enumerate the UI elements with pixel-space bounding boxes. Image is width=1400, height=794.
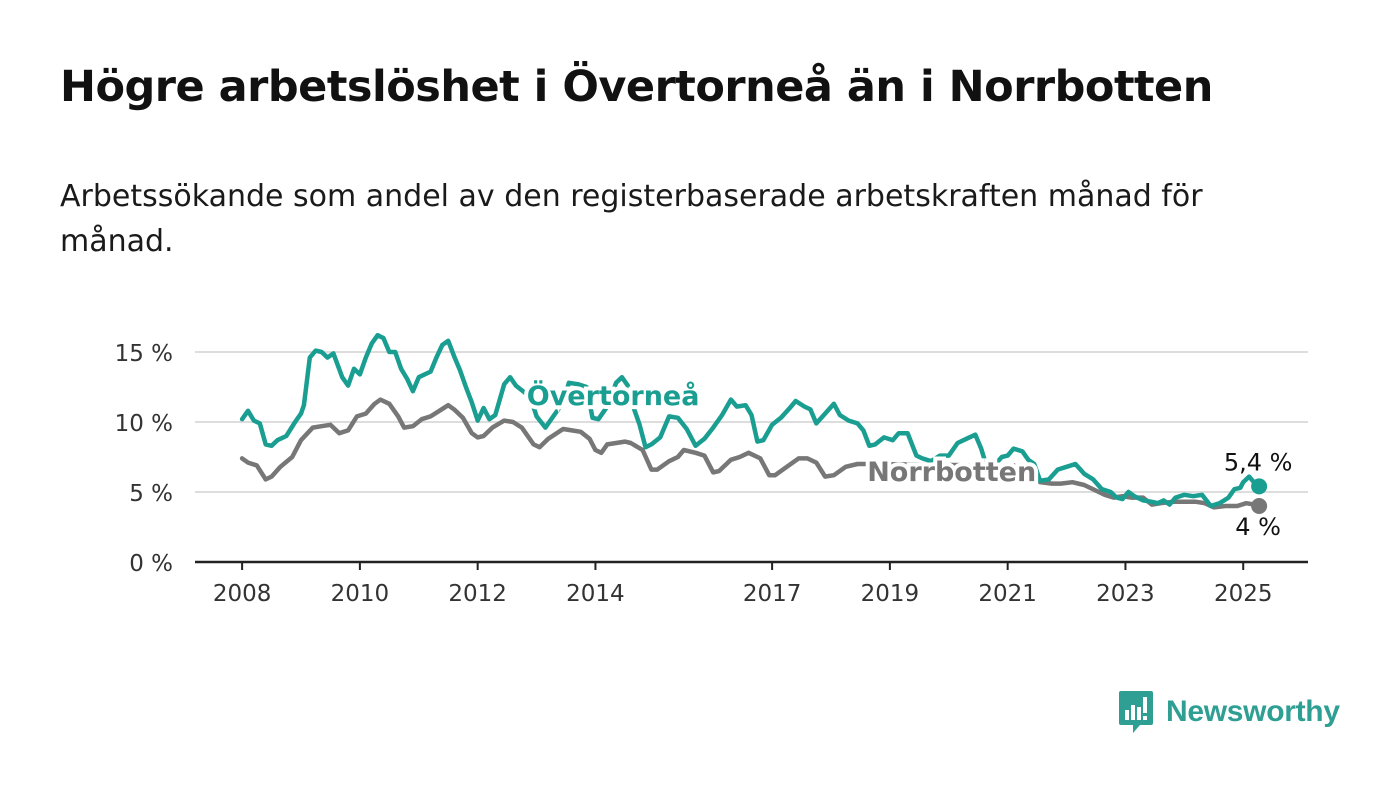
y-tick-label: 15 % [115,341,173,367]
y-tick-label: 10 % [115,411,173,437]
series-end-point [1251,478,1268,495]
series-line-norrbotten [239,397,1262,510]
x-tick-label: 2017 [743,581,802,607]
series-label-overtornea: Övertorneå [527,379,700,412]
y-tick-label: 0 % [129,551,173,577]
x-tick-label: 2014 [566,581,625,607]
x-tick-label: 2012 [448,581,507,607]
brand-name: Newsworthy [1166,695,1340,728]
series-end-label: 5,4 % [1224,448,1293,476]
series-label-norrbotten: Norrbotten [867,457,1036,488]
chart-subtitle: Arbetssökande som andel av den registerb… [60,179,1203,259]
x-tick-label: 2025 [1214,581,1273,607]
x-tick-label: 2023 [1096,581,1155,607]
x-tick-label: 2008 [213,581,272,607]
series-end-label: 4 % [1235,513,1281,541]
x-tick-label: 2019 [861,581,920,607]
x-tick-label: 2010 [331,581,390,607]
series-end-point [1251,498,1268,514]
chart-title: Högre arbetslöshet i Övertorneå än i Nor… [60,62,1213,112]
brand-logo: Newsworthy [1118,690,1340,734]
y-tick-label: 5 % [129,481,173,507]
newsworthy-logo-icon [1119,691,1153,733]
series-line-overtornea [239,332,1262,509]
x-tick-label: 2021 [978,581,1037,607]
